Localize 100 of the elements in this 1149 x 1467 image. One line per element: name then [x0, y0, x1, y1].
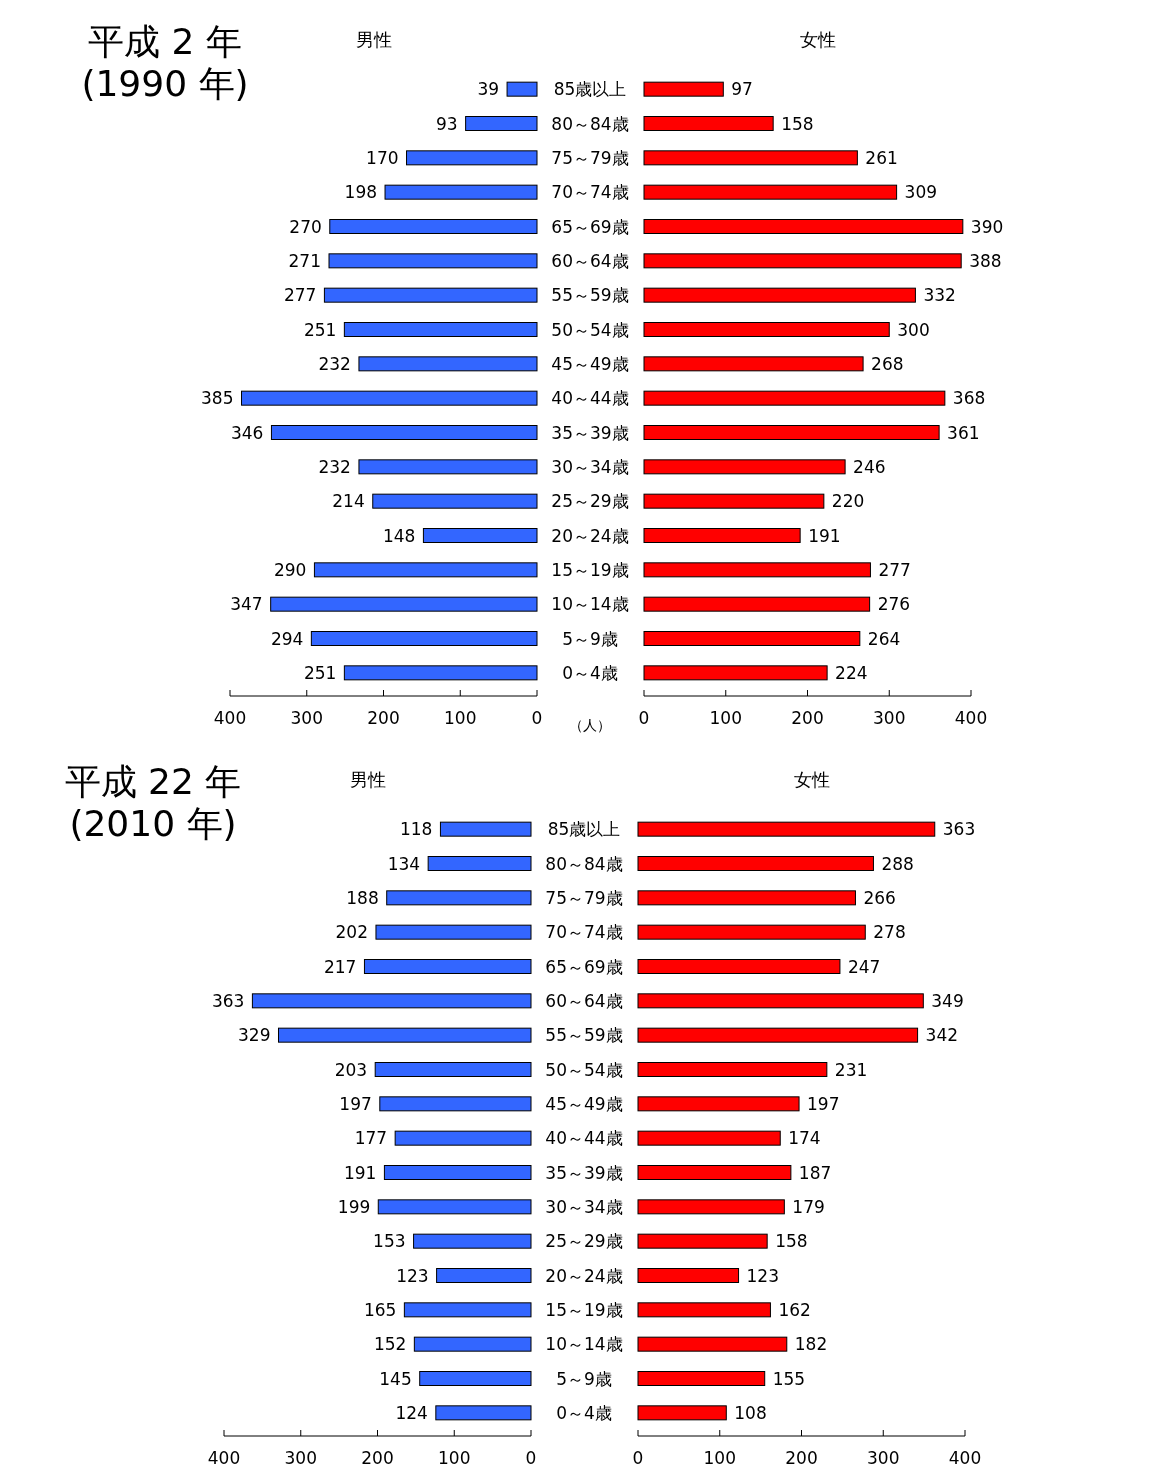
x-tick-label: 100 [444, 708, 477, 728]
x-tick-label: 100 [703, 1448, 736, 1467]
data-label: 198 [344, 182, 378, 203]
y-tick-label: 35～39歳 [551, 422, 629, 443]
data-label: 187 [798, 1162, 832, 1183]
bar [435, 1405, 532, 1421]
data-label: 332 [923, 285, 956, 306]
data-label: 220 [831, 491, 865, 512]
data-label: 148 [382, 525, 416, 546]
y-tick-label: 50～54歳 [551, 319, 629, 340]
data-label: 165 [363, 1299, 397, 1320]
series-label: 女性 [793, 769, 830, 790]
bar [637, 1165, 792, 1180]
y-tick-label: 65～69歳 [551, 216, 629, 237]
text: （人） [569, 717, 611, 733]
x-tick-label: 100 [438, 1448, 471, 1467]
x-tick-label: 400 [948, 1448, 982, 1467]
chart-subtitle: (1990 年) [81, 63, 249, 104]
bar [406, 150, 538, 166]
y-tick-label: 20～24歳 [545, 1265, 623, 1286]
bar [637, 1336, 788, 1352]
data-label: 202 [335, 922, 368, 943]
y-tick-label: 60～64歳 [551, 250, 629, 271]
bar [310, 631, 538, 646]
y-tick-label: 40～44歳 [551, 388, 629, 409]
data-label: 363 [211, 990, 245, 1011]
text: 男性 [349, 769, 386, 790]
bar [637, 1371, 766, 1386]
data-label: 232 [318, 353, 351, 374]
data-label: 158 [775, 1231, 808, 1252]
chart-subtitle: (2010 年) [69, 803, 237, 844]
y-tick-label: 15～19歳 [551, 559, 629, 580]
data-label: 271 [288, 250, 322, 271]
data-label: 342 [925, 1025, 959, 1046]
data-label: 329 [238, 1025, 271, 1046]
data-label: 300 [897, 319, 930, 340]
bar [637, 890, 856, 906]
data-label: 188 [346, 887, 379, 908]
y-tick-label: 75～79歳 [551, 147, 629, 168]
bar [384, 184, 538, 200]
y-tick-label: 85歳以上 [547, 819, 621, 840]
data-label: 214 [332, 491, 365, 512]
bar [358, 356, 538, 372]
data-label: 247 [847, 956, 881, 977]
data-label: 182 [794, 1334, 828, 1355]
bar [506, 81, 538, 97]
y-tick-label: 5～9歳 [556, 1368, 612, 1389]
x-tick-label: 200 [367, 708, 400, 728]
y-tick-label: 70～74歳 [545, 922, 623, 943]
bar [637, 1268, 740, 1283]
bar [643, 184, 898, 200]
data-label: 134 [387, 853, 421, 874]
bar [419, 1371, 532, 1386]
x-tick-label: 100 [709, 708, 742, 728]
bar [643, 81, 724, 97]
bar [413, 1233, 532, 1249]
bar [343, 322, 538, 337]
data-label: 155 [772, 1368, 806, 1389]
data-label: 309 [904, 182, 938, 203]
y-tick-label: 65～69歳 [545, 956, 623, 977]
x-tick-label: 0 [531, 708, 543, 728]
bar [413, 1336, 532, 1352]
y-tick-label: 30～34歳 [545, 1196, 623, 1217]
bar [329, 219, 538, 234]
bar [643, 459, 846, 475]
bar [643, 219, 964, 234]
data-label: 363 [942, 819, 976, 840]
bar [427, 856, 532, 871]
bar [277, 1027, 532, 1043]
text: 女性 [799, 29, 836, 50]
bar [377, 1199, 532, 1215]
bar [637, 1233, 768, 1249]
data-label: 246 [853, 456, 886, 477]
data-label: 361 [947, 422, 980, 443]
bar [643, 116, 774, 131]
data-label: 203 [334, 1059, 368, 1080]
bar [372, 493, 538, 509]
data-label: 191 [343, 1162, 377, 1183]
bar [465, 116, 538, 131]
bar [374, 1062, 532, 1077]
bar [643, 596, 871, 612]
y-tick-label: 20～24歳 [551, 525, 629, 546]
bar [637, 959, 841, 974]
data-label: 152 [373, 1334, 407, 1355]
y-tick-label: 80～84歳 [551, 113, 629, 134]
bar [394, 1130, 532, 1146]
data-label: 123 [746, 1265, 780, 1286]
data-label: 349 [931, 990, 964, 1011]
bar [313, 562, 538, 578]
bar [643, 665, 828, 681]
y-tick-label: 0～4歳 [562, 662, 618, 683]
data-label: 217 [324, 956, 357, 977]
y-tick-label: 15～19歳 [545, 1299, 623, 1320]
bar [637, 993, 924, 1009]
chart-title: 平成 2 年 [88, 21, 242, 62]
data-label: 153 [373, 1231, 406, 1252]
data-label: 231 [834, 1059, 868, 1080]
x-tick-label: 400 [213, 708, 247, 728]
bar [643, 425, 940, 440]
bar [643, 562, 871, 578]
